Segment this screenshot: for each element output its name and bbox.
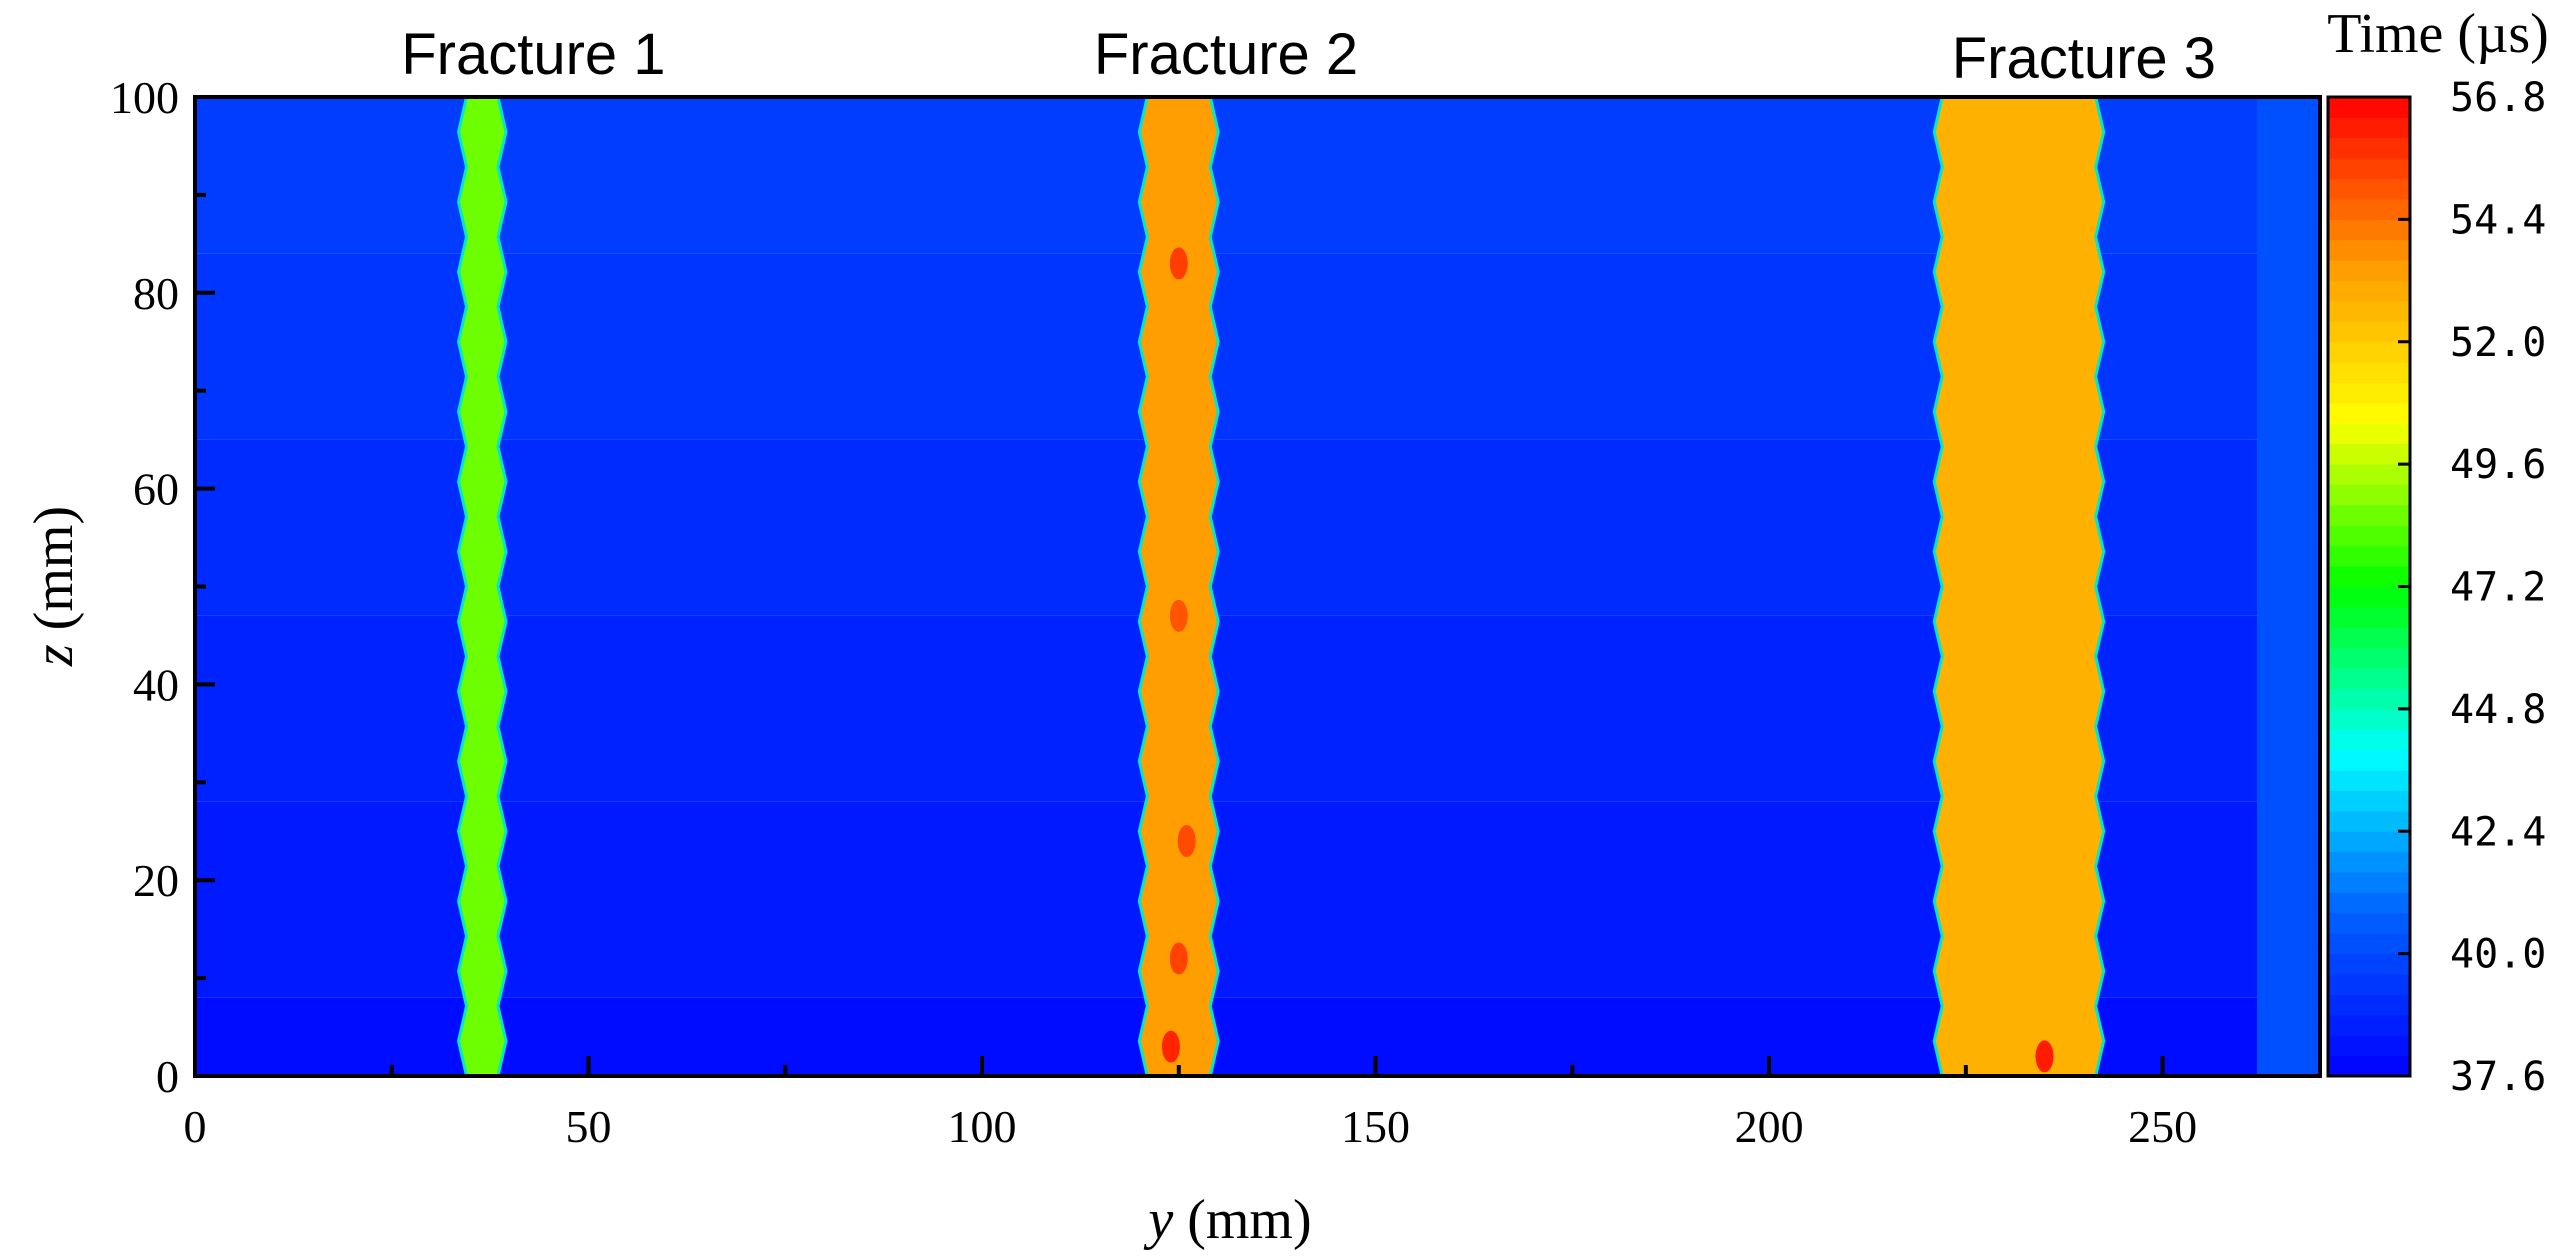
colorbar-step-14 (2328, 770, 2410, 791)
colorbar (2328, 97, 2410, 1077)
y-tick-label-2: 40 (133, 659, 179, 710)
colorbar-step-40 (2328, 239, 2410, 261)
colorbar-step-18 (2328, 688, 2410, 710)
colorbar-step-23 (2328, 586, 2410, 608)
x-tick-label-4: 200 (1735, 1101, 1804, 1152)
colorbar-step-5 (2328, 953, 2410, 975)
colorbar-step-27 (2328, 504, 2410, 526)
axis-ticks: 0 50 100 150 200 250 0 20 40 60 80 100 (110, 72, 2197, 1152)
fracture-2-band (1137, 97, 1220, 1076)
colorbar-step-43 (2328, 178, 2410, 200)
colorbar-tick-label-4: 47.2 (2450, 565, 2546, 611)
colorbar-tick-label-8: 56.8 (2450, 75, 2546, 121)
fracture-1-band (456, 97, 508, 1076)
colorbar-step-17 (2328, 708, 2410, 730)
y-tick-label-3: 60 (133, 464, 179, 515)
colorbar-step-26 (2328, 525, 2410, 547)
colorbar-step-25 (2328, 545, 2410, 567)
colorbar-step-34 (2328, 362, 2410, 384)
x-tick-label-2: 100 (948, 1101, 1017, 1152)
colorbar-title: Time (µs) (2327, 3, 2549, 65)
colorbar-step-11 (2328, 831, 2410, 853)
x-tick-label-0: 0 (184, 1101, 207, 1152)
colorbar-step-19 (2328, 668, 2410, 689)
colorbar-step-7 (2328, 912, 2410, 934)
x-tick-label-1: 50 (566, 1101, 612, 1152)
colorbar-tick-label-1: 40.0 (2450, 932, 2546, 978)
x-axis-title: y (mm) (1143, 1189, 1311, 1251)
colorbar-step-33 (2328, 382, 2410, 404)
colorbar-step-0 (2328, 1055, 2410, 1077)
colorbar-step-22 (2328, 606, 2410, 628)
colorbar-ticks: 37.6 40.0 42.4 44.8 47.2 49.6 52.0 54.4 56.8 (2398, 75, 2546, 1100)
fracture-1-label: Fracture 1 (401, 22, 665, 87)
colorbar-step-39 (2328, 260, 2410, 282)
colorbar-step-4 (2328, 974, 2410, 995)
y-tick-label-1: 20 (133, 855, 179, 906)
colorbar-step-9 (2328, 872, 2410, 893)
colorbar-step-10 (2328, 851, 2410, 873)
colorbar-step-37 (2328, 300, 2410, 322)
fracture-3-band (1932, 97, 2106, 1076)
fracture-3-label: Fracture 3 (1952, 26, 2216, 91)
y-tick-label-0: 0 (156, 1051, 179, 1102)
y-tick-label-4: 80 (133, 268, 179, 319)
hot-spot-0 (1169, 247, 1188, 280)
colorbar-step-44 (2328, 158, 2410, 180)
colorbar-step-1 (2328, 1035, 2410, 1057)
y-tick-label-5: 100 (110, 72, 179, 123)
colorbar-step-20 (2328, 647, 2410, 669)
colorbar-step-45 (2328, 137, 2410, 159)
hot-spot-4 (1161, 1030, 1180, 1063)
colorbar-step-36 (2328, 321, 2410, 343)
colorbar-step-12 (2328, 810, 2410, 832)
colorbar-step-24 (2328, 566, 2410, 587)
colorbar-tick-label-2: 42.4 (2450, 809, 2546, 855)
colorbar-tick-label-3: 44.8 (2450, 687, 2546, 733)
hot-spot-5 (2035, 1040, 2054, 1073)
fracture-2-label: Fracture 2 (1094, 22, 1358, 87)
colorbar-step-3 (2328, 994, 2410, 1016)
x-tick-label-5: 250 (2128, 1101, 2197, 1152)
colorbar-tick-label-6: 52.0 (2450, 320, 2546, 366)
plot-area (195, 97, 2320, 1076)
colorbar-step-32 (2328, 402, 2410, 424)
hot-spot-1 (1169, 599, 1188, 632)
hot-spot-2 (1177, 825, 1196, 858)
colorbar-step-46 (2328, 117, 2410, 139)
background-right-edge (2257, 97, 2320, 1076)
colorbar-tick-label-0: 37.6 (2450, 1054, 2546, 1100)
colorbar-step-15 (2328, 749, 2410, 771)
colorbar-step-38 (2328, 280, 2410, 302)
colorbar-step-6 (2328, 933, 2410, 955)
colorbar-step-2 (2328, 1014, 2410, 1036)
colorbar-step-21 (2328, 627, 2410, 649)
colorbar-step-41 (2328, 219, 2410, 241)
colorbar-step-47 (2328, 97, 2410, 118)
colorbar-tick-label-5: 49.6 (2450, 442, 2546, 488)
colorbar-step-31 (2328, 423, 2410, 445)
colorbar-step-30 (2328, 443, 2410, 465)
x-tick-label-3: 150 (1341, 1101, 1410, 1152)
colorbar-step-29 (2328, 464, 2410, 486)
colorbar-step-16 (2328, 729, 2410, 751)
colorbar-tick-label-7: 54.4 (2450, 197, 2546, 243)
y-axis-title: z (mm) (23, 506, 85, 667)
hot-spot-3 (1169, 942, 1188, 975)
colorbar-step-8 (2328, 892, 2410, 914)
colorbar-step-35 (2328, 341, 2410, 363)
colorbar-step-28 (2328, 484, 2410, 506)
colorbar-step-42 (2328, 198, 2410, 220)
colorbar-step-13 (2328, 790, 2410, 812)
